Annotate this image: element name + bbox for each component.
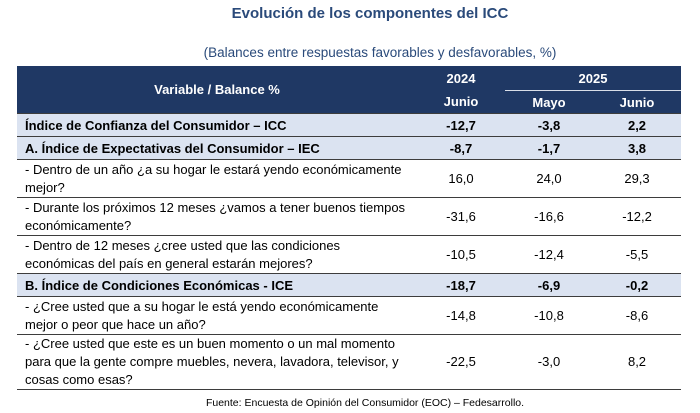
row-label: - Dentro de 12 meses ¿cree usted que las…: [17, 235, 417, 274]
cell-value: -18,7: [417, 273, 505, 297]
month-header-jun-2024: Junio: [417, 90, 505, 114]
variable-column-header: Variable / Balance %: [17, 66, 417, 114]
table-row: - ¿Cree usted que este es un buen moment…: [17, 334, 682, 390]
month-header-may-2025: Mayo: [505, 90, 593, 114]
cell-value: 2,2: [593, 113, 682, 137]
cell-value: -31,6: [417, 197, 505, 236]
row-label: - Durante los próximos 12 meses ¿vamos a…: [17, 197, 417, 236]
row-label: B. Índice de Condiciones Económicas - IC…: [17, 273, 417, 297]
table-row-ice: B. Índice de Condiciones Económicas - IC…: [17, 273, 682, 297]
year-2025-header: 2025: [505, 66, 682, 91]
cell-value: 29,3: [593, 159, 682, 198]
row-label: A. Índice de Expectativas del Consumidor…: [17, 136, 417, 160]
year-2024-header: 2024: [417, 66, 505, 91]
table-row: - Dentro de 12 meses ¿cree usted que las…: [17, 235, 682, 274]
table-row-icc: Índice de Confianza del Consumidor – ICC…: [17, 113, 682, 137]
table-subtitle: (Balances entre respuestas favorables y …: [203, 45, 557, 60]
cell-value: 24,0: [505, 159, 593, 198]
components-table: Variable / Balance % 2024 2025 Junio May…: [17, 66, 682, 390]
table-row: - Dentro de un año ¿a su hogar le estará…: [17, 159, 682, 198]
cell-value: -0,2: [593, 273, 682, 297]
cell-value: -3,0: [505, 334, 593, 390]
table-row: - ¿Cree usted que a su hogar le está yen…: [17, 296, 682, 335]
cell-value: 8,2: [593, 334, 682, 390]
row-label: Índice de Confianza del Consumidor – ICC: [17, 113, 417, 137]
table-header: Variable / Balance % 2024 2025 Junio May…: [17, 66, 682, 114]
cell-value: -12,4: [505, 235, 593, 274]
cell-value: -6,9: [505, 273, 593, 297]
cell-value: -10,5: [417, 235, 505, 274]
cell-value: -3,8: [505, 113, 593, 137]
table-row-iec: A. Índice de Expectativas del Consumidor…: [17, 136, 682, 160]
cell-value: -12,2: [593, 197, 682, 236]
cell-value: -8,6: [593, 296, 682, 335]
row-label: - Dentro de un año ¿a su hogar le estará…: [17, 159, 417, 198]
cell-value: -14,8: [417, 296, 505, 335]
cell-value: -16,6: [505, 197, 593, 236]
table-row: - Durante los próximos 12 meses ¿vamos a…: [17, 197, 682, 236]
row-label: - ¿Cree usted que este es un buen moment…: [17, 334, 417, 390]
cell-value: 16,0: [417, 159, 505, 198]
table-title: Evolución de los componentes del ICC: [231, 5, 509, 22]
cell-value: -1,7: [505, 136, 593, 160]
cell-value: -5,5: [593, 235, 682, 274]
cell-value: 3,8: [593, 136, 682, 160]
month-header-jun-2025: Junio: [593, 90, 682, 114]
cell-value: -22,5: [417, 334, 505, 390]
cell-value: -12,7: [417, 113, 505, 137]
row-label: - ¿Cree usted que a su hogar le está yen…: [17, 296, 417, 335]
cell-value: -10,8: [505, 296, 593, 335]
cell-value: -8,7: [417, 136, 505, 160]
source-note: Fuente: Encuesta de Opinión del Consumid…: [205, 397, 525, 409]
